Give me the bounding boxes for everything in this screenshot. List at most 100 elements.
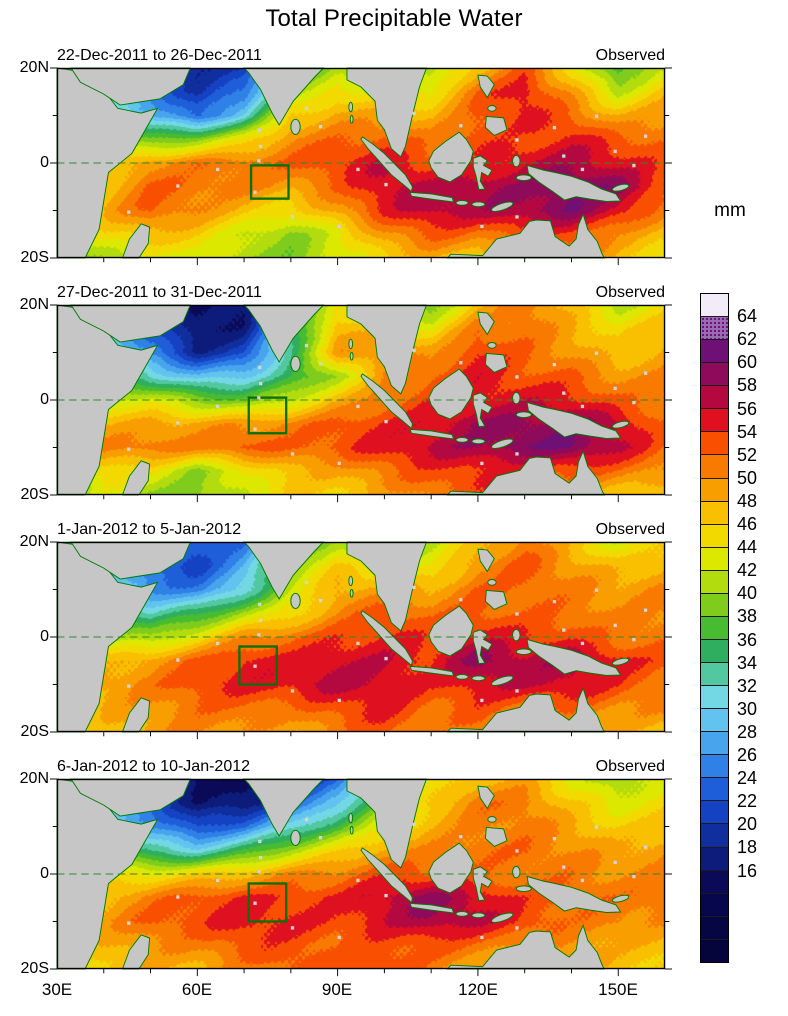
colorbar-segment <box>701 754 728 778</box>
colorbar-segment <box>701 454 728 478</box>
panel-source-label: Observed <box>595 284 665 301</box>
panel-date-range: 22-Dec-2011 to 26-Dec-2011 <box>57 47 262 64</box>
colorbar-segment <box>701 316 728 340</box>
map-panel-1: 20N 0 20S <box>20 59 673 266</box>
x-tick-label-90e: 90E <box>321 980 353 999</box>
colorbar-tick-label: 56 <box>737 398 758 419</box>
y-tick-label-0: 0 <box>40 154 49 171</box>
colorbar-tick-label: 52 <box>737 444 758 465</box>
colorbar-segment <box>701 915 728 939</box>
colorbar-segment <box>701 662 728 686</box>
colorbar-tick-label: 46 <box>737 514 758 535</box>
colorbar-segment <box>701 477 728 501</box>
colorbar-segment <box>701 638 728 662</box>
panel-date-range: 27-Dec-2011 to 31-Dec-2011 <box>57 284 262 301</box>
colorbar-segment <box>701 615 728 639</box>
panel-date-range: 1-Jan-2012 to 5-Jan-2012 <box>57 521 242 538</box>
colorbar-tick-label: 44 <box>737 537 758 558</box>
colorbar-tick-label: 20 <box>737 814 758 835</box>
panel-1: 22-Dec-2011 to 26-Dec-2011 Observed 20N … <box>20 44 673 266</box>
colorbar-tick-label: 58 <box>737 375 758 396</box>
colorbar-segment <box>701 938 728 962</box>
panel-2-header: 27-Dec-2011 to 31-Dec-2011 Observed <box>57 281 665 305</box>
panel-source-label: Observed <box>595 521 665 538</box>
colorbar-tick-label: 64 <box>737 306 758 327</box>
colorbar-segment <box>701 523 728 547</box>
y-tick-label-20s: 20S <box>20 249 49 266</box>
y-tick-label-0: 0 <box>40 865 49 882</box>
colorbar <box>700 293 729 963</box>
colorbar-segment <box>701 569 728 593</box>
panel-4: 6-Jan-2012 to 10-Jan-2012 Observed 20N 0… <box>20 755 673 977</box>
y-tick-label-20n: 20N <box>19 59 49 76</box>
map-overlay <box>49 541 673 740</box>
map-overlay <box>49 67 673 266</box>
colorbar-unit-label: mm <box>714 200 746 221</box>
map-panel-3: 20N 0 20S <box>20 533 673 740</box>
x-axis-labels: 30E 60E 90E 120E 150E <box>0 980 788 1004</box>
panel-3-header: 1-Jan-2012 to 5-Jan-2012 Observed <box>57 518 665 542</box>
colorbar-tick-label: 60 <box>737 352 758 373</box>
x-tick-label-60e: 60E <box>181 980 213 999</box>
analysis-region-box <box>238 645 278 686</box>
x-tick-label-150e: 150E <box>598 980 638 999</box>
colorbar-tick-label: 38 <box>737 606 758 627</box>
colorbar-segment <box>701 592 728 616</box>
analysis-region-box <box>247 396 288 435</box>
colorbar-segment <box>701 294 728 317</box>
colorbar-tick-label: 24 <box>737 768 758 789</box>
x-tick-label-120e: 120E <box>458 980 498 999</box>
panel-3: 1-Jan-2012 to 5-Jan-2012 Observed 20N 0 … <box>20 518 673 740</box>
y-tick-label-20n: 20N <box>19 770 49 787</box>
colorbar-segment <box>701 777 728 801</box>
colorbar-segment <box>701 846 728 870</box>
y-tick-label-20s: 20S <box>20 960 49 977</box>
colorbar-segment <box>701 708 728 732</box>
colorbar-segment <box>701 800 728 824</box>
y-tick-label-20n: 20N <box>19 533 49 550</box>
colorbar-segment <box>701 869 728 893</box>
panel-date-range: 6-Jan-2012 to 10-Jan-2012 <box>57 758 251 775</box>
analysis-region-box <box>247 882 288 923</box>
colorbar-tick-label: 50 <box>737 467 758 488</box>
colorbar-segment <box>701 685 728 709</box>
panel-source-label: Observed <box>595 47 665 64</box>
colorbar-tick-label: 22 <box>737 791 758 812</box>
map-overlay <box>49 304 673 503</box>
colorbar-tick-label: 26 <box>737 745 758 766</box>
colorbar-tick-label: 62 <box>737 329 758 350</box>
colorbar-segment <box>701 500 728 524</box>
figure-title: Total Precipitable Water <box>265 5 523 32</box>
colorbar-labels: 64 62 60 58 56 54 52 50 48 46 44 42 40 38 36 34 32 30 28 26… <box>737 293 788 963</box>
y-tick-label-20s: 20S <box>20 486 49 503</box>
colorbar-segment <box>701 731 728 755</box>
colorbar-segment <box>701 892 728 916</box>
colorbar-tick-label: 36 <box>737 629 758 650</box>
colorbar-segment <box>701 362 728 386</box>
map-panel-4: 20N 0 20S <box>20 770 673 977</box>
colorbar-tick-label: 16 <box>737 860 758 881</box>
y-tick-label-20s: 20S <box>20 723 49 740</box>
colorbar-segment <box>701 339 728 363</box>
panel-1-header: 22-Dec-2011 to 26-Dec-2011 Observed <box>57 44 665 68</box>
panel-2: 27-Dec-2011 to 31-Dec-2011 Observed 20N … <box>20 281 673 503</box>
colorbar-tick-label: 34 <box>737 652 758 673</box>
analysis-region-box <box>249 164 290 200</box>
colorbar-segment <box>701 431 728 455</box>
map-overlay <box>49 778 673 977</box>
x-tick-label-30e: 30E <box>41 980 73 999</box>
colorbar-tick-label: 28 <box>737 721 758 742</box>
y-tick-label-20n: 20N <box>19 296 49 313</box>
panel-source-label: Observed <box>595 758 665 775</box>
colorbar-segment <box>701 823 728 847</box>
colorbar-segment <box>701 408 728 432</box>
colorbar-tick-label: 32 <box>737 675 758 696</box>
map-panel-2: 20N 0 20S <box>20 296 673 503</box>
y-tick-label-0: 0 <box>40 391 49 408</box>
colorbar-tick-label: 48 <box>737 490 758 511</box>
panel-4-header: 6-Jan-2012 to 10-Jan-2012 Observed <box>57 755 665 779</box>
colorbar-segment <box>701 546 728 570</box>
colorbar-tick-label: 42 <box>737 560 758 581</box>
colorbar-tick-label: 54 <box>737 421 758 442</box>
